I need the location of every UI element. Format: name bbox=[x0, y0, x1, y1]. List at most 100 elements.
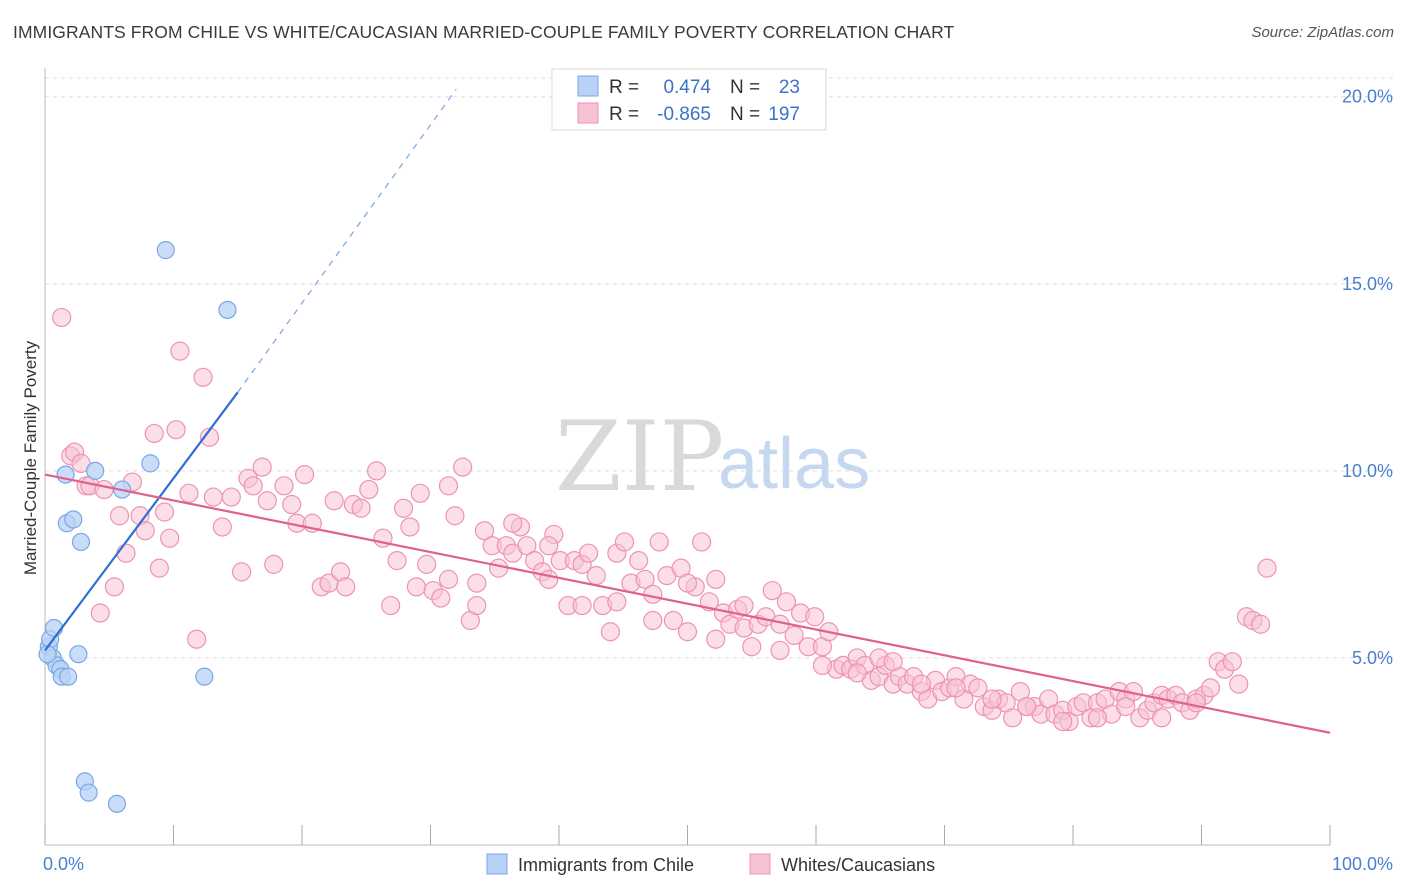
point-whites-182 bbox=[1152, 708, 1172, 728]
point-chile-21 bbox=[218, 300, 237, 320]
watermark-atlas: atlas bbox=[718, 424, 870, 504]
point-whites-46 bbox=[366, 461, 387, 481]
point-whites-84 bbox=[635, 569, 655, 589]
point-whites-33 bbox=[274, 476, 294, 496]
point-whites-22 bbox=[193, 367, 213, 387]
point-whites-189 bbox=[677, 573, 698, 593]
point-whites-94 bbox=[706, 569, 726, 589]
point-whites-104 bbox=[776, 592, 797, 612]
point-whites-76 bbox=[578, 543, 599, 563]
point-whites-180 bbox=[1087, 708, 1108, 728]
point-whites-21 bbox=[187, 629, 207, 649]
y-tick-label-2: 15.0% bbox=[1342, 274, 1393, 294]
watermark-zip: ZIP bbox=[555, 401, 724, 513]
point-chile-11 bbox=[69, 645, 88, 664]
point-whites-195 bbox=[467, 573, 487, 593]
point-whites-51 bbox=[400, 517, 420, 537]
axes bbox=[44, 68, 1331, 846]
point-whites-99 bbox=[742, 637, 762, 657]
point-whites-25 bbox=[212, 517, 232, 537]
point-whites-27 bbox=[232, 562, 252, 582]
point-whites-36 bbox=[294, 464, 315, 485]
point-whites-30 bbox=[252, 457, 272, 477]
legend-n-label-1: N = bbox=[730, 77, 760, 98]
point-whites-63 bbox=[489, 558, 509, 578]
legend-r-value-1: 0.474 bbox=[663, 77, 711, 98]
point-chile-12 bbox=[71, 532, 91, 552]
point-whites-90 bbox=[677, 622, 698, 642]
point-whites-179 bbox=[1053, 711, 1073, 732]
point-whites-192 bbox=[572, 595, 592, 616]
point-whites-45 bbox=[359, 479, 379, 500]
source-credit: Source: ZipAtlas.com bbox=[1251, 24, 1394, 41]
point-whites-13 bbox=[135, 521, 155, 541]
point-whites-57 bbox=[445, 506, 465, 526]
point-whites-9 bbox=[109, 506, 130, 526]
point-whites-8 bbox=[104, 577, 124, 597]
watermark: ZIP atlas bbox=[555, 401, 870, 513]
legend-r-label-1: R = bbox=[609, 77, 639, 98]
series-whites-caucasians bbox=[52, 307, 1277, 732]
point-whites-18 bbox=[166, 420, 186, 440]
point-whites-136 bbox=[1003, 708, 1023, 728]
point-whites-188 bbox=[706, 629, 726, 649]
x-tick-label-1: 100.0% bbox=[1332, 854, 1393, 874]
point-whites-83 bbox=[629, 551, 649, 571]
legend-n-value-1: 23 bbox=[779, 77, 800, 98]
point-whites-171 bbox=[1251, 614, 1271, 634]
y-axis-label: Married-Couple Family Poverty bbox=[21, 340, 40, 575]
legend-swatch-blue bbox=[577, 75, 599, 97]
point-whites-48 bbox=[381, 595, 401, 616]
point-whites-79 bbox=[600, 622, 621, 642]
bottom-legend-swatch-blue bbox=[486, 853, 508, 875]
legend-n-label-2: N = bbox=[730, 104, 760, 125]
legend-n-value-2: 197 bbox=[768, 104, 800, 125]
point-whites-177 bbox=[982, 689, 1002, 709]
point-whites-26 bbox=[221, 487, 241, 507]
point-whites-7 bbox=[94, 479, 114, 500]
point-whites-67 bbox=[517, 536, 537, 556]
point-whites-181 bbox=[1116, 696, 1136, 717]
point-whites-19 bbox=[170, 341, 190, 361]
point-whites-190 bbox=[643, 610, 663, 631]
point-chile-18 bbox=[141, 454, 160, 473]
point-whites-20 bbox=[179, 483, 199, 503]
stats-legend: R = 0.474 N = 23 R = -0.865 N = 197 bbox=[551, 68, 827, 131]
point-whites-44 bbox=[351, 498, 371, 518]
point-whites-52 bbox=[410, 483, 430, 503]
point-chile-9 bbox=[59, 667, 78, 686]
point-whites-164 bbox=[1200, 678, 1221, 698]
point-whites-88 bbox=[663, 610, 683, 631]
point-chile-15 bbox=[86, 461, 105, 480]
x-tick-labels: 0.0% 100.0% bbox=[43, 854, 1393, 874]
series-immigrants-from-chile bbox=[38, 241, 237, 813]
point-whites-50 bbox=[393, 498, 414, 518]
point-whites-193 bbox=[539, 536, 559, 556]
point-whites-197 bbox=[406, 577, 426, 597]
legend-swatch-pink bbox=[577, 102, 599, 124]
chart-title: IMMIGRANTS FROM CHILE VS WHITE/CAUCASIAN… bbox=[13, 22, 955, 42]
y-tick-label-3: 20.0% bbox=[1342, 87, 1393, 107]
point-whites-172 bbox=[1257, 558, 1277, 578]
point-chile-19 bbox=[156, 241, 175, 260]
point-chile-3 bbox=[44, 618, 64, 638]
trend-lines bbox=[44, 88, 1331, 734]
point-whites-174 bbox=[883, 652, 903, 672]
point-whites-56 bbox=[438, 569, 459, 589]
point-whites-103 bbox=[770, 640, 790, 661]
bottom-legend-swatch-pink bbox=[749, 853, 771, 875]
point-whites-81 bbox=[614, 532, 635, 552]
point-whites-70 bbox=[539, 569, 559, 589]
point-whites-102 bbox=[762, 580, 782, 601]
point-whites-24 bbox=[203, 487, 223, 507]
point-whites-168 bbox=[1229, 674, 1249, 694]
point-whites-92 bbox=[692, 532, 712, 552]
point-chile-20 bbox=[195, 667, 214, 686]
point-whites-167 bbox=[1222, 652, 1242, 672]
point-whites-105 bbox=[784, 625, 804, 646]
series-legend: Immigrants from Chile Whites/Caucasians bbox=[486, 853, 935, 875]
point-whites-183 bbox=[1186, 693, 1206, 713]
trend-chile-extension bbox=[237, 88, 457, 393]
point-whites-49 bbox=[387, 551, 407, 571]
